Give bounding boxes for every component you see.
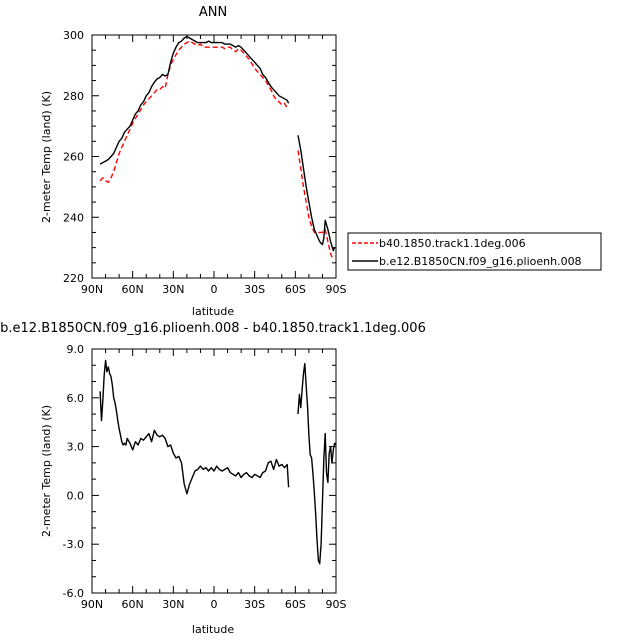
- top-x-tick-label: 90S: [326, 283, 347, 296]
- bottom-y-tick-label: -6.0: [63, 587, 84, 600]
- bottom-x-tick-label: 90S: [326, 598, 347, 611]
- top-series-1-line-seg-1: [297, 135, 336, 252]
- bottom-y-tick-label: 6.0: [67, 392, 85, 405]
- top-panel: ANN 2-meter Temp (land) (K) latitude 90N…: [40, 5, 347, 318]
- top-y-tick-label: 240: [63, 211, 84, 224]
- bottom-x-axis-label: latitude: [192, 623, 234, 636]
- top-x-tick-label: 60S: [285, 283, 306, 296]
- top-y-tick-label: 260: [63, 151, 84, 164]
- top-series-0-line-seg-1: [297, 150, 334, 261]
- bottom-y-tick-label: 0.0: [67, 489, 85, 502]
- top-x-tick-label: 0: [211, 283, 218, 296]
- top-y-axis-label: 2-meter Temp (land) (K): [40, 91, 53, 223]
- bottom-x-tick-label: 60S: [285, 598, 306, 611]
- bottom-y-axis-label: 2-meter Temp (land) (K): [40, 405, 53, 537]
- top-y-tick-label: 280: [63, 90, 84, 103]
- bottom-y-tick-label: -3.0: [63, 538, 84, 551]
- legend-label-control: b40.1850.track1.1deg.006: [379, 237, 526, 250]
- bottom-series-0-line-seg-1: [297, 362, 337, 565]
- top-x-tick-label: 30S: [244, 283, 265, 296]
- top-x-tick-label: 30N: [162, 283, 184, 296]
- bottom-x-tick-label: 90N: [81, 598, 103, 611]
- top-x-tick-label: 60N: [122, 283, 144, 296]
- top-plot-area: 90N 60N 30N 0 30S 60S 90S 220 240 260 280 300: [63, 29, 347, 296]
- bottom-x-tick-label: 0: [211, 598, 218, 611]
- bottom-series-0-line-seg-0: [99, 359, 290, 495]
- bottom-panel: b.e12.B1850CN.f09_g16.plioenh.008 - b40.…: [0, 321, 426, 636]
- top-y-tick-label: 300: [63, 29, 84, 42]
- top-x-tick-label: 90N: [81, 283, 103, 296]
- legend-label-plioenh: b.e12.B1850CN.f09_g16.plioenh.008: [379, 255, 582, 268]
- top-series-1-line-seg-0: [99, 35, 290, 165]
- bottom-y-tick-label: 3.0: [67, 441, 85, 454]
- bottom-chart-title: b.e12.B1850CN.f09_g16.plioenh.008 - b40.…: [0, 321, 426, 336]
- top-plot-frame: [91, 34, 337, 279]
- bottom-x-tick-label: 30S: [244, 598, 265, 611]
- top-x-axis-label: latitude: [192, 305, 234, 318]
- legend: b40.1850.track1.1deg.006 b.e12.B1850CN.f…: [347, 232, 602, 271]
- top-series-0-line-seg-0: [99, 40, 289, 184]
- bottom-x-tick-label: 30N: [162, 598, 184, 611]
- top-chart-title: ANN: [199, 5, 227, 20]
- legend-box: [347, 232, 602, 271]
- bottom-plot-area: 90N 60N 30N 0 30S 60S 90S -6.0 -3.0 0.0 3.0 6.0 9.0: [63, 343, 347, 611]
- top-y-tick-label: 220: [63, 272, 84, 285]
- bottom-y-tick-label: 9.0: [67, 343, 85, 356]
- bottom-x-tick-label: 60N: [122, 598, 144, 611]
